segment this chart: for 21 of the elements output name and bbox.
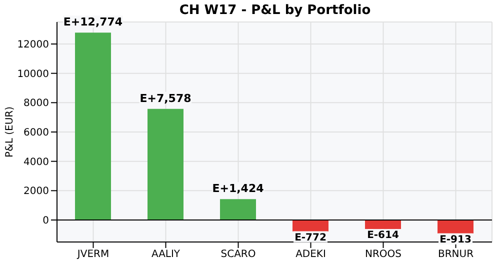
x-tick-label: JVERM xyxy=(76,249,110,260)
data-label: E-614 xyxy=(367,230,399,242)
y-tick-label: 0 xyxy=(42,216,49,227)
data-label: E+12,774 xyxy=(63,16,123,29)
x-tick-label: ADEKI xyxy=(296,249,326,260)
y-tick-label: 8000 xyxy=(24,98,49,110)
data-label: E+7,578 xyxy=(140,92,192,105)
y-axis-title: P&L (EUR) xyxy=(4,106,16,158)
y-tick-label: 4000 xyxy=(24,156,49,168)
y-tick-label: 12000 xyxy=(17,40,49,51)
y-tick-label: 10000 xyxy=(17,68,49,80)
y-tick-label: 6000 xyxy=(24,128,49,139)
y-tick-label: 2000 xyxy=(24,186,49,198)
x-tick-label: SCARO xyxy=(220,249,256,260)
x-tick-label: BRNUR xyxy=(438,249,474,260)
data-label: E-772 xyxy=(294,232,326,244)
x-tick-label: NROOS xyxy=(364,249,402,260)
x-tick-label: AALIY xyxy=(151,249,181,260)
chart-title: CH W17 - P&L by Portfolio xyxy=(179,3,371,18)
data-label: E+1,424 xyxy=(212,182,264,196)
data-label: E-913 xyxy=(440,234,472,246)
